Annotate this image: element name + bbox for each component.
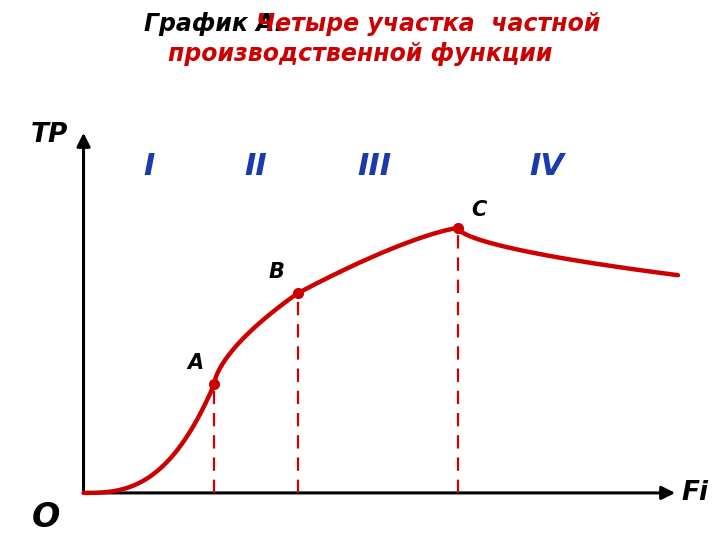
- Text: C: C: [471, 200, 487, 220]
- Text: Fi: Fi: [682, 480, 708, 506]
- Text: TP: TP: [30, 122, 68, 147]
- Text: График А.: График А.: [144, 12, 284, 36]
- Text: B: B: [269, 262, 284, 282]
- Text: Четыре участка  частной: Четыре участка частной: [256, 12, 600, 36]
- Text: A: A: [187, 353, 203, 373]
- Text: III: III: [358, 152, 392, 181]
- Text: O: O: [31, 501, 60, 535]
- Text: IV: IV: [530, 152, 564, 181]
- Text: I: I: [143, 152, 155, 181]
- Text: производственной функции: производственной функции: [168, 42, 552, 66]
- Text: II: II: [245, 152, 267, 181]
